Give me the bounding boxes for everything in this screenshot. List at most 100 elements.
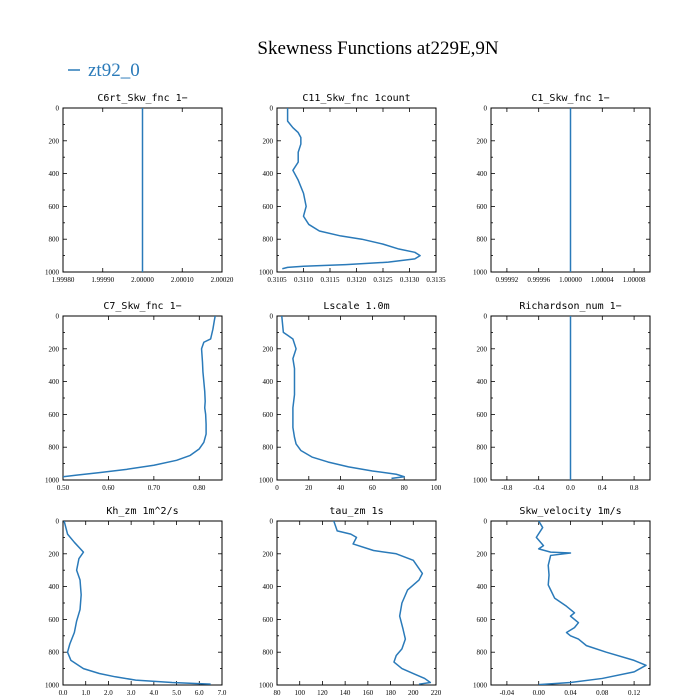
panel-title: tau_zm 1s	[329, 506, 383, 517]
plot-frame	[490, 520, 651, 686]
y-tick-label: 1000	[259, 477, 274, 485]
y-tick-label: 800	[49, 444, 60, 452]
x-tick-label: 0.0	[566, 484, 575, 492]
y-tick-label: 1000	[45, 269, 60, 277]
panel-title: Kh_zm 1m^2/s	[106, 506, 178, 517]
y-tick-label: 400	[477, 583, 488, 591]
y-tick-label: 600	[49, 616, 60, 624]
x-tick-label: 0.3120	[347, 276, 367, 284]
x-tick-label: 0.3110	[294, 276, 313, 284]
x-tick-label: 140	[340, 689, 351, 697]
plot-frame	[62, 520, 223, 686]
series-line	[535, 521, 647, 685]
y-tick-label: 0	[56, 518, 60, 526]
x-tick-label: 0.70	[148, 484, 161, 492]
x-tick-label: 20	[305, 484, 313, 492]
x-tick-label: 1.99980	[52, 276, 75, 284]
y-tick-label: 200	[49, 550, 60, 558]
y-tick-label: 600	[49, 411, 60, 419]
plot-frame	[62, 315, 223, 481]
x-tick-label: 0.12	[628, 689, 641, 697]
y-tick-label: 0	[56, 313, 60, 321]
x-tick-label: 180	[385, 689, 396, 697]
y-tick-label: 1000	[473, 477, 488, 485]
y-tick-label: 600	[477, 203, 488, 211]
x-tick-label: 6.0	[195, 689, 204, 697]
x-tick-label: 220	[431, 689, 442, 697]
y-tick-label: 0	[270, 518, 274, 526]
figure-title: Skewness Functions at229E,9N	[257, 38, 498, 59]
x-tick-label: 0.3125	[373, 276, 393, 284]
series-line	[63, 316, 216, 478]
x-tick-label: 200	[408, 689, 419, 697]
x-tick-label: 5.0	[172, 689, 181, 697]
y-tick-label: 600	[477, 616, 488, 624]
x-tick-label: 2.00010	[171, 276, 194, 284]
panel-title: C11_Skw_fnc 1count	[302, 93, 410, 104]
y-tick-label: 400	[263, 378, 274, 386]
x-tick-label: 0.3105	[267, 276, 287, 284]
x-tick-label: 40	[337, 484, 345, 492]
x-tick-label: 0.8	[630, 484, 639, 492]
x-tick-label: -0.4	[533, 484, 545, 492]
y-tick-label: 0	[270, 105, 274, 113]
x-tick-label: -0.04	[500, 689, 515, 697]
y-tick-label: 1000	[45, 477, 60, 485]
y-tick-label: 800	[477, 649, 488, 657]
x-tick-label: 3.0	[127, 689, 136, 697]
x-tick-label: 1.00000	[559, 276, 582, 284]
x-tick-label: 0.04	[564, 689, 577, 697]
y-tick-label: 800	[263, 444, 274, 452]
y-tick-label: 400	[49, 378, 60, 386]
panel-title: C1_Skw_fnc 1−	[531, 93, 609, 104]
y-tick-label: 200	[477, 550, 488, 558]
x-tick-label: 0.80	[193, 484, 206, 492]
x-tick-label: 60	[369, 484, 377, 492]
x-tick-label: 0.50	[57, 484, 70, 492]
y-tick-label: 800	[49, 649, 60, 657]
y-tick-label: 200	[49, 345, 60, 353]
x-tick-label: 100	[431, 484, 442, 492]
y-tick-label: 0	[484, 105, 488, 113]
x-tick-label: 1.99990	[91, 276, 114, 284]
panel-9: Skw_velocity 1m/s 0 200 400 600 800 1000 -0.04 0…	[473, 506, 651, 697]
panel-title: C7_Skw_fnc 1−	[103, 301, 181, 312]
y-tick-label: 600	[477, 411, 488, 419]
x-tick-label: 0.3135	[426, 276, 446, 284]
series-line	[281, 316, 405, 480]
series-line	[333, 521, 432, 685]
y-tick-label: 1000	[259, 682, 274, 690]
x-tick-label: 0	[275, 484, 279, 492]
y-tick-label: 200	[263, 345, 274, 353]
x-tick-label: 100	[294, 689, 305, 697]
panel-2: C11_Skw_fnc 1count 0 200 400 600 800 10000.310…	[259, 93, 446, 284]
y-tick-label: 400	[263, 170, 274, 178]
x-tick-label: 160	[363, 689, 374, 697]
y-tick-label: 800	[49, 236, 60, 244]
y-tick-label: 600	[263, 616, 274, 624]
y-tick-label: 800	[263, 236, 274, 244]
y-tick-label: 200	[477, 345, 488, 353]
y-tick-label: 400	[49, 170, 60, 178]
legend-label: zt92_0	[88, 60, 140, 81]
x-tick-label: 1.0	[81, 689, 90, 697]
x-tick-label: -0.8	[501, 484, 513, 492]
y-tick-label: 800	[477, 236, 488, 244]
x-tick-label: 80	[401, 484, 409, 492]
y-tick-label: 800	[263, 649, 274, 657]
panel-6: Richardson_num 1− 0 200 400 600 800 1000 -0.8 -0…	[473, 301, 651, 492]
y-tick-label: 800	[477, 444, 488, 452]
x-tick-label: 0.0	[59, 689, 68, 697]
x-tick-label: 1.00004	[591, 276, 614, 284]
plot-frame	[276, 315, 437, 481]
y-tick-label: 0	[56, 105, 60, 113]
x-tick-label: 7.0	[218, 689, 227, 697]
panel-title: Richardson_num 1−	[519, 301, 621, 312]
panel-title: C6rt_Skw_fnc 1−	[97, 93, 187, 104]
x-tick-label: 0.60	[102, 484, 115, 492]
